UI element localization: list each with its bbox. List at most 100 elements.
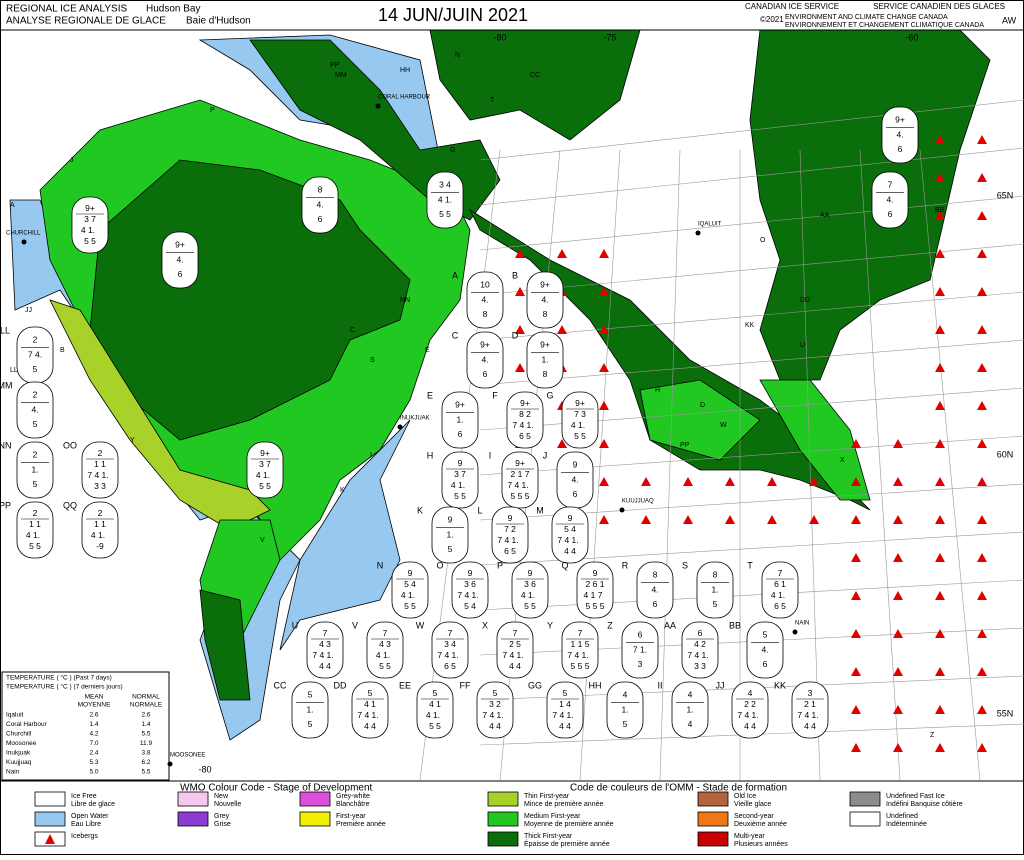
col-head: MOYENNE <box>78 702 112 709</box>
egg-line: 6 <box>888 209 893 219</box>
egg-id: S <box>682 560 688 570</box>
egg-line: 3 6 <box>464 579 476 589</box>
region-label: I <box>370 452 372 459</box>
egg-code <box>546 681 584 739</box>
egg-line: 7 4 1. <box>312 650 333 660</box>
egg-line: 6 5 <box>519 431 531 441</box>
region-label: P <box>210 107 215 114</box>
egg-id: GG <box>528 680 542 690</box>
egg-id: HH <box>589 680 602 690</box>
region-label: KK <box>745 322 755 329</box>
temp-cell: 1.4 <box>89 721 98 728</box>
egg-id: X <box>482 620 488 630</box>
egg-code <box>561 621 599 679</box>
egg-code <box>451 561 489 619</box>
place-name: IQALUIT <box>698 222 722 228</box>
legend-swatch <box>849 811 881 827</box>
egg-line: 1 1 <box>94 459 106 469</box>
egg-line: 4 1 7 <box>584 590 603 600</box>
legend-label: Moyenne de première année <box>524 821 614 828</box>
iceberg-icon <box>851 515 861 524</box>
egg-id: Y <box>547 620 553 630</box>
egg-line: 5 <box>33 364 38 374</box>
legend-label: Multi-year <box>734 833 765 840</box>
legend-label: Grey-white <box>336 793 370 800</box>
iceberg-icon <box>725 515 735 524</box>
egg-line: 4 4 <box>559 721 571 731</box>
egg-line: 4. <box>541 294 548 304</box>
iceberg-icon <box>935 439 945 448</box>
egg-line: 3 3 <box>694 661 706 671</box>
egg-code <box>791 681 829 739</box>
egg-line: 5 <box>308 690 313 700</box>
egg-id: W <box>416 620 425 630</box>
region-label: O <box>760 237 766 244</box>
egg-line: 6 <box>483 369 488 379</box>
egg-line: 4. <box>316 199 323 209</box>
iceberg-icon <box>935 211 945 220</box>
iceberg-icon <box>977 705 987 714</box>
region-label: MM <box>335 72 347 79</box>
iceberg-icon <box>977 135 987 144</box>
egg-line: 3 <box>808 688 813 698</box>
egg-line: 1. <box>621 704 628 714</box>
place-dot <box>21 239 27 245</box>
egg-line: 5 <box>33 479 38 489</box>
legend-label: Première année <box>336 821 386 828</box>
legend-label: Deuxième année <box>734 821 787 828</box>
iceberg-icon <box>977 249 987 258</box>
egg-line: 4 <box>688 690 693 700</box>
egg-id: O <box>436 560 443 570</box>
egg-code <box>16 441 54 499</box>
legend-label: New <box>214 793 229 800</box>
egg-line: 5 4 <box>464 601 476 611</box>
legend-label: Old Ice <box>734 793 756 800</box>
egg-line: 5 <box>563 688 568 698</box>
iceberg-icon <box>935 553 945 562</box>
legend-label: Blanchâtre <box>336 801 370 808</box>
agency-en: CANADIAN ICE SERVICE <box>745 2 839 11</box>
iceberg-icon <box>599 325 609 334</box>
legend-label: Eau Libre <box>71 821 101 828</box>
egg-code <box>71 196 109 254</box>
egg-line: 7 <box>323 628 328 638</box>
legend-title-fr: Code de couleurs de l'OMM - Stade de for… <box>570 783 787 794</box>
region-label: D <box>700 402 705 409</box>
region-label: PP <box>680 442 690 449</box>
egg-line: 2 1 <box>804 699 816 709</box>
egg-line: 7 4 1. <box>87 470 108 480</box>
legend-label: Icebergs <box>71 833 98 840</box>
region-label: K <box>340 487 345 494</box>
egg-line: 3 4 <box>439 180 451 190</box>
iceberg-icon <box>851 667 861 676</box>
egg-line: 8 <box>483 309 488 319</box>
egg-line: 6 <box>698 628 703 638</box>
graticule <box>479 195 1024 251</box>
legend-label: Thick First-year <box>524 833 573 840</box>
egg-line: 6 5 <box>774 601 786 611</box>
egg-id: FF <box>460 680 471 690</box>
egg-line: 6 <box>898 144 903 154</box>
analyst: AW <box>1002 15 1017 25</box>
egg-line: 4 4 <box>489 721 501 731</box>
iceberg-icon <box>599 249 609 258</box>
region-label: J <box>70 157 74 164</box>
egg-line: 5 5 <box>524 601 536 611</box>
iceberg-icon <box>599 363 609 372</box>
egg-line: 5 5 <box>574 431 586 441</box>
region-label: Y <box>130 437 135 444</box>
region-label: BB <box>935 207 945 214</box>
egg-line: 6 <box>653 599 658 609</box>
place-name: NAIN <box>795 621 809 627</box>
egg-line: 2 <box>98 448 103 458</box>
egg-line: 5 5 <box>29 541 41 551</box>
iceberg-icon <box>935 401 945 410</box>
graticule-label: -60 <box>905 32 918 42</box>
place-name: KUUJJUAQ <box>622 499 654 505</box>
legend-label: Second-year <box>734 813 774 820</box>
iceberg-icon <box>935 629 945 638</box>
egg-code <box>506 391 544 449</box>
iceberg-icon <box>557 249 567 258</box>
temp-cell: Iqaluit <box>6 712 24 719</box>
